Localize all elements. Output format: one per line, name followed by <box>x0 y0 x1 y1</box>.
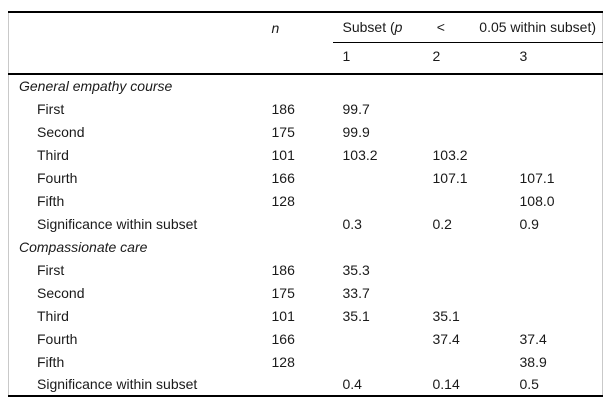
row-label-cell: Fourth <box>37 330 78 347</box>
n-cell: 175 <box>271 123 295 140</box>
results-table: n Subset (p < 0.05 within subset) 1 2 3 <box>8 11 604 397</box>
section-title: Compassionate care <box>19 238 148 255</box>
subset-header-suffix: 0.05 within subset) <box>479 19 597 36</box>
subset-col-header-1: 1 <box>332 42 423 75</box>
subset2-cell: 103.2 <box>432 146 468 163</box>
subset-col-header-2: 2 <box>422 42 510 75</box>
subset3-cell <box>510 120 603 143</box>
n-cell <box>262 212 333 235</box>
subset1-cell: 0.3 <box>342 215 362 232</box>
subset3-cell: 0.9 <box>519 215 539 232</box>
n-column-header-cell: n <box>262 12 333 42</box>
table-row: First 186 35.3 <box>9 258 603 281</box>
subset-header-prefix: Subset ( <box>342 19 395 36</box>
subset2-cell: 0.14 <box>432 376 460 392</box>
table-row: Fifth 128 38.9 <box>9 350 603 373</box>
subset1-cell: 0.4 <box>342 376 362 392</box>
subset2-cell <box>423 189 510 212</box>
subset2-cell: 37.4 <box>432 330 460 347</box>
subset1-cell <box>333 189 423 212</box>
subset2-cell <box>423 350 510 373</box>
subset1-cell <box>333 350 423 373</box>
n-cell: 128 <box>271 192 295 209</box>
significance-row: Significance within subset 0.3 0.2 0.9 <box>9 212 603 235</box>
subset2-cell: 0.2 <box>432 215 452 232</box>
section-header-row: General empathy course <box>9 74 603 97</box>
section-title: General empathy course <box>19 78 173 94</box>
subset1-cell: 103.2 <box>342 146 378 163</box>
subset2-cell <box>423 281 510 304</box>
subset3-cell: 37.4 <box>519 330 547 347</box>
table-row: Third 101 35.1 35.1 <box>9 304 603 327</box>
header-row: n Subset (p < 0.05 within subset) <box>9 12 603 43</box>
significance-row: Significance within subset 0.4 0.14 0.5 <box>9 373 603 396</box>
row-label-cell: Significance within subset <box>37 376 198 392</box>
table-row: Second 175 33.7 <box>9 281 603 304</box>
subset3-cell <box>510 304 603 327</box>
n-cell: 186 <box>271 261 295 278</box>
empty-cell <box>8 42 262 75</box>
n-cell: 128 <box>271 353 295 370</box>
subset-header-p: p <box>394 19 403 36</box>
subset-col-header-3: 3 <box>509 42 603 75</box>
table-row: Fifth 128 108.0 <box>9 189 603 212</box>
section-header-row: Compassionate care <box>9 235 603 258</box>
table-header: n Subset (p < 0.05 within subset) 1 2 3 <box>8 12 603 75</box>
row-label-cell: Fourth <box>37 169 78 186</box>
table-row: First 186 99.7 <box>9 97 603 120</box>
row-label-cell: First <box>37 261 65 278</box>
n-column-header: n <box>271 19 280 36</box>
n-cell: 186 <box>271 100 295 117</box>
subset1-cell: 35.3 <box>342 261 370 278</box>
row-label-cell: First <box>37 100 65 117</box>
subset-columns-row: 1 2 3 <box>8 42 603 75</box>
subset2-cell: 35.1 <box>432 307 460 324</box>
row-label-cell: Fifth <box>37 353 65 370</box>
subset1-cell <box>333 166 423 189</box>
empty-header-cell <box>9 12 262 42</box>
subset3-cell: 107.1 <box>519 169 555 186</box>
subset3-cell <box>510 281 603 304</box>
table-row: Fourth 166 107.1 107.1 <box>9 166 603 189</box>
subset2-cell: 107.1 <box>432 169 468 186</box>
subset3-cell: 38.9 <box>519 353 547 370</box>
table-row: Third 101 103.2 103.2 <box>9 143 603 166</box>
row-label-cell: Significance within subset <box>37 215 198 232</box>
subset1-cell: 33.7 <box>342 284 370 301</box>
row-label-cell: Third <box>37 307 69 324</box>
subset2-cell <box>423 258 510 281</box>
subset2-cell <box>423 120 510 143</box>
table-row: Fourth 166 37.4 37.4 <box>9 327 603 350</box>
n-cell: 175 <box>271 284 295 301</box>
subset-group-header: Subset (p < 0.05 within subset) <box>333 19 603 35</box>
subset-header-comparator: < <box>436 19 445 36</box>
row-label-cell: Second <box>37 284 85 301</box>
n-cell: 166 <box>271 169 295 186</box>
subset3-cell: 108.0 <box>519 192 555 209</box>
subset3-cell: 0.5 <box>519 376 539 392</box>
row-label-cell: Fifth <box>37 192 65 209</box>
subset3-cell <box>510 143 603 166</box>
subset1-cell: 35.1 <box>342 307 370 324</box>
subset-group-header-cell: Subset (p < 0.05 within subset) <box>332 12 603 43</box>
subset3-cell <box>510 97 603 120</box>
row-label-cell: Second <box>37 123 85 140</box>
empty-cell <box>261 42 333 75</box>
n-cell: 166 <box>271 330 295 347</box>
n-cell: 101 <box>271 146 295 163</box>
subset2-cell <box>423 97 510 120</box>
subset3-cell <box>510 258 603 281</box>
table-row: Second 175 99.9 <box>9 120 603 143</box>
n-cell <box>262 373 333 396</box>
row-label-cell: Third <box>37 146 69 163</box>
subset1-cell <box>333 327 423 350</box>
subset1-cell: 99.9 <box>342 123 370 140</box>
subset-header-left: Subset (p <box>343 19 403 35</box>
table-body: General empathy course First 186 99.7 Se… <box>9 74 603 396</box>
subset1-cell: 99.7 <box>342 100 370 117</box>
n-cell: 101 <box>271 307 295 324</box>
